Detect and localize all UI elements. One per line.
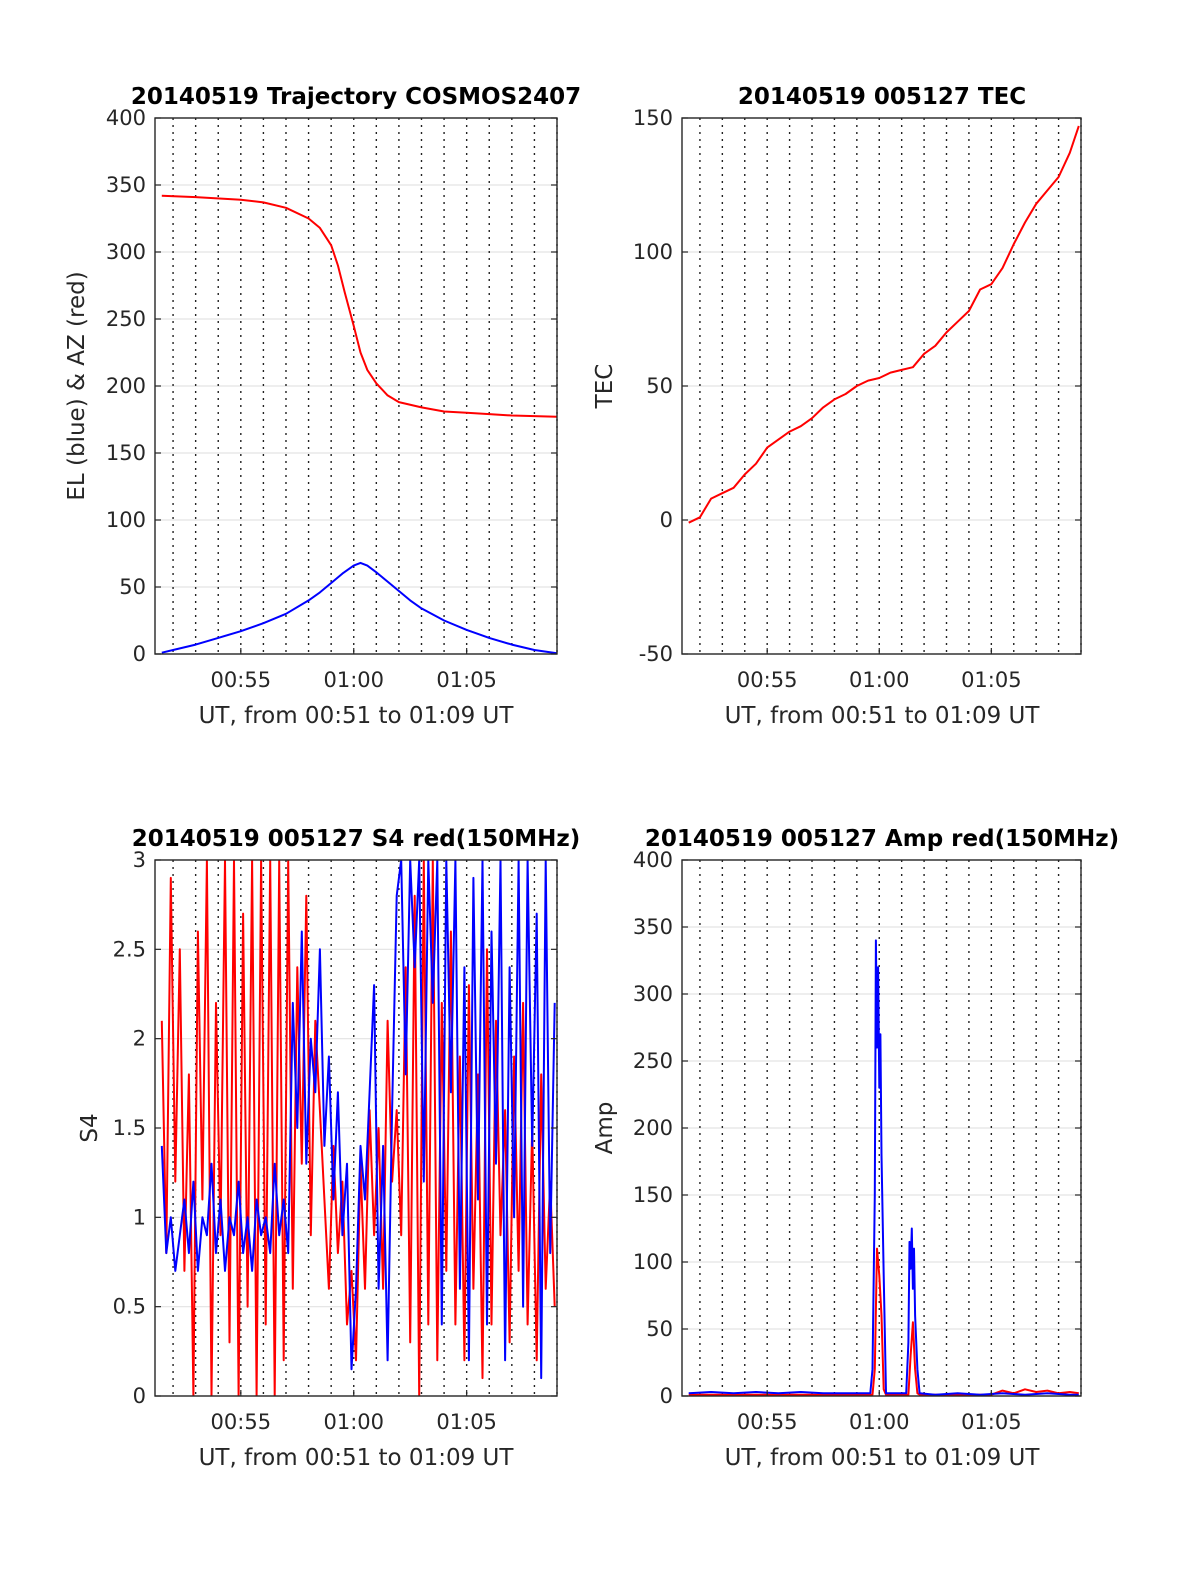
ylabel-trajectory: EL (blue) & AZ (red) xyxy=(64,271,90,500)
x-tick-label: 01:05 xyxy=(961,668,1022,692)
y-tick-label: 1 xyxy=(133,1205,146,1229)
series-line-2 xyxy=(688,939,1079,1396)
y-tick-label: 150 xyxy=(633,106,673,130)
y-tick-label: 0 xyxy=(660,508,673,532)
y-tick-label: 150 xyxy=(106,441,146,465)
x-tick-label: 01:00 xyxy=(323,1410,384,1434)
xlabel-tec: UT, from 00:51 to 01:09 UT xyxy=(725,703,1041,729)
y-tick-label: 50 xyxy=(646,374,673,398)
panel-tec: -50 0 50 100 150 00:55 01:00 01:05 20140519 005… xyxy=(592,84,1082,729)
y-tick-label: 350 xyxy=(633,915,673,939)
y-tick-label: 100 xyxy=(106,508,146,532)
y-tick-label: 200 xyxy=(106,374,146,398)
y-tick-label: 50 xyxy=(646,1317,673,1341)
series-line-1 xyxy=(688,1247,1079,1396)
y-tick-label: 250 xyxy=(633,1049,673,1073)
ylabel-tec: TEC xyxy=(592,364,618,410)
x-tick-label: 00:55 xyxy=(211,1410,272,1434)
title-tec: 20140519 005127 TEC xyxy=(738,84,1026,110)
x-tick-label: 00:55 xyxy=(737,1410,798,1434)
y-tick-label: 350 xyxy=(106,173,146,197)
xlabel-trajectory: UT, from 00:51 to 01:09 UT xyxy=(199,703,515,729)
y-tick-label: -50 xyxy=(639,642,673,666)
y-tick-label: 300 xyxy=(633,982,673,1006)
series-line-2 xyxy=(160,860,556,1380)
ylabel-amp: Amp xyxy=(592,1102,618,1155)
y-tick-label: 50 xyxy=(119,575,146,599)
y-tick-label: 150 xyxy=(633,1183,673,1207)
y-tick-label: 0 xyxy=(133,1384,146,1408)
x-tick-label: 01:05 xyxy=(436,668,497,692)
y-tick-label: 1.5 xyxy=(113,1116,146,1140)
y-tick-label: 250 xyxy=(106,307,146,331)
y-tick-label: 0 xyxy=(133,642,146,666)
y-tick-label: 100 xyxy=(633,240,673,264)
panel-s4: 0 0.5 1 1.5 2 2.5 3 00:55 01:00 01:05 20140519 00… xyxy=(77,826,580,1471)
y-tick-label: 400 xyxy=(106,106,146,130)
x-tick-label: 01:05 xyxy=(436,1410,497,1434)
xlabel-amp: UT, from 00:51 to 01:09 UT xyxy=(725,1445,1041,1471)
xlabel-s4: UT, from 00:51 to 01:09 UT xyxy=(199,1445,515,1471)
title-trajectory: 20140519 Trajectory COSMOS2407 xyxy=(131,84,581,110)
x-tick-label: 01:00 xyxy=(849,668,910,692)
y-tick-label: 100 xyxy=(633,1250,673,1274)
x-tick-label: 00:55 xyxy=(211,668,272,692)
series-line-2 xyxy=(161,561,557,654)
title-amp: 20140519 005127 Amp red(150MHz) xyxy=(645,826,1119,852)
series-line-1 xyxy=(688,125,1080,524)
y-tick-label: 2.5 xyxy=(113,937,146,961)
x-tick-label: 01:05 xyxy=(961,1410,1022,1434)
y-tick-label: 3 xyxy=(133,848,146,872)
y-tick-label: 400 xyxy=(633,848,673,872)
x-tick-label: 01:00 xyxy=(849,1410,910,1434)
x-tick-label: 01:00 xyxy=(323,668,384,692)
title-s4: 20140519 005127 S4 red(150MHz) xyxy=(132,826,581,852)
y-tick-label: 200 xyxy=(633,1116,673,1140)
series-line-1 xyxy=(161,194,557,418)
y-tick-label: 0.5 xyxy=(113,1295,146,1319)
x-tick-label: 00:55 xyxy=(737,668,798,692)
y-tick-label: 0 xyxy=(660,1384,673,1408)
y-tick-label: 300 xyxy=(106,240,146,264)
ylabel-s4: S4 xyxy=(77,1113,103,1142)
y-tick-label: 2 xyxy=(133,1027,146,1051)
